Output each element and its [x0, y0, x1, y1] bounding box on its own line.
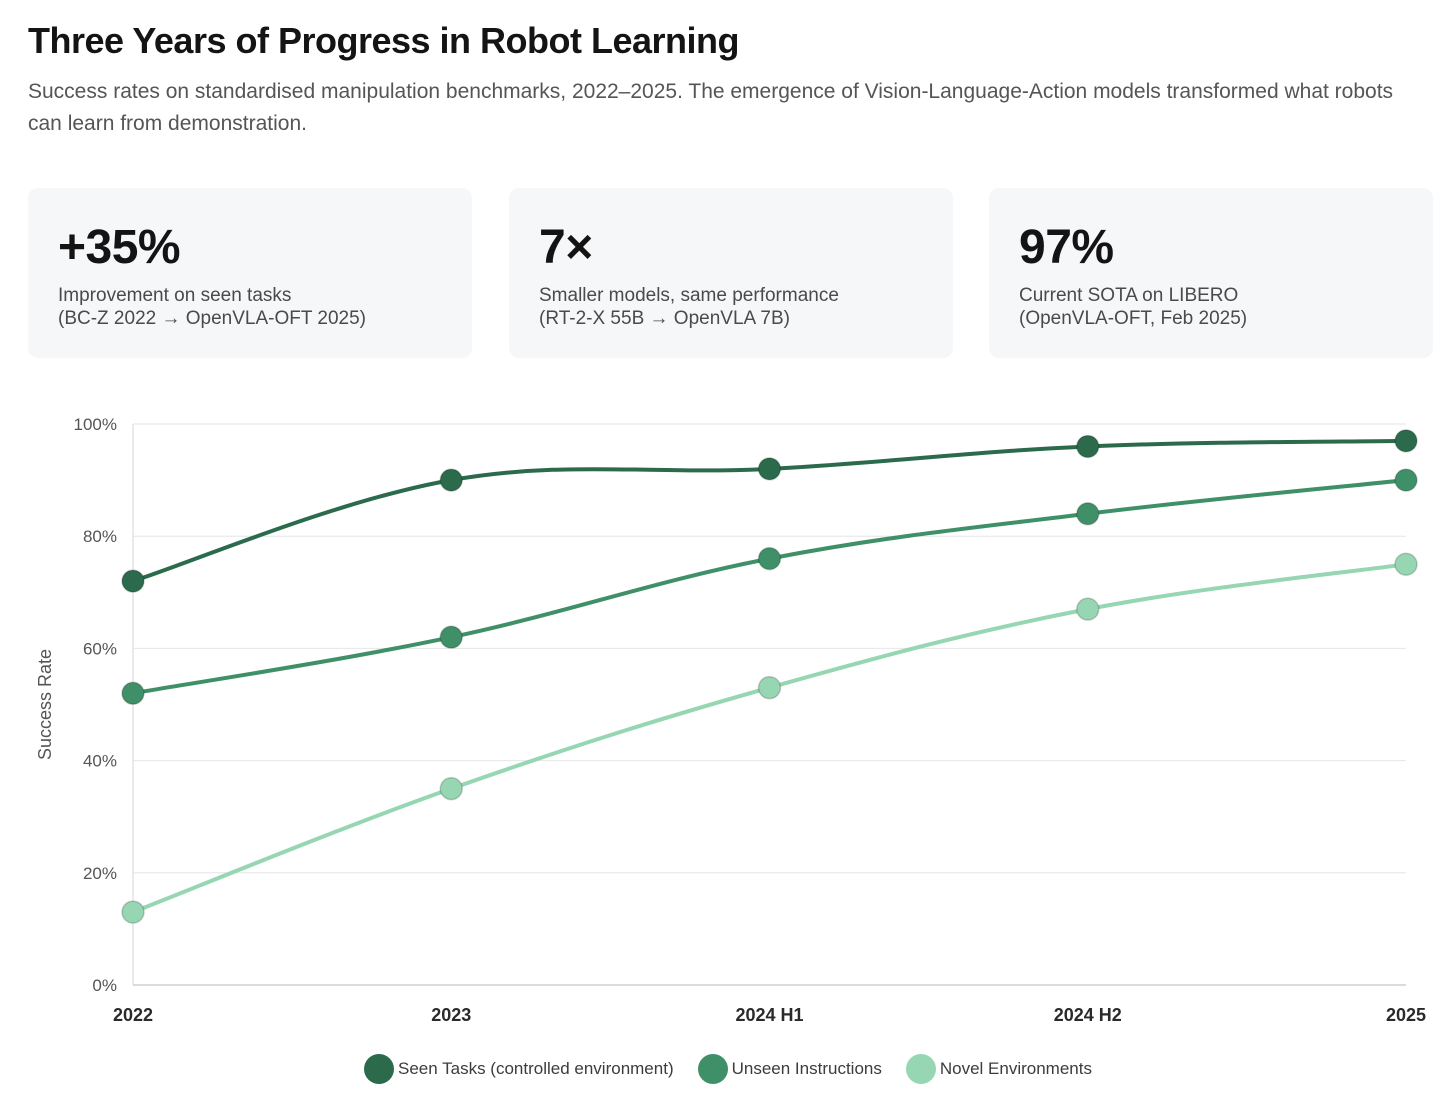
stat-value: 7× [539, 221, 593, 274]
y-tick-label: 60% [83, 639, 117, 658]
chart-legend: Seen Tasks (controlled environment) Unsee… [0, 1054, 1456, 1084]
stat-value: +35% [58, 221, 181, 274]
stat-note: (OpenVLA-OFT, Feb 2025) [1019, 308, 1248, 329]
stat-label: Improvement on seen tasks [58, 285, 292, 306]
x-tick-label: 2022 [113, 1005, 153, 1025]
legend-label: Novel Environments [939, 1059, 1092, 1078]
chart-gridlines [133, 423, 1406, 874]
data-point-novel-environments [757, 675, 782, 700]
y-axis-title: Success Rate [35, 649, 55, 760]
success-rate-line-chart: 0% 20% 40% 60% 80% 100% 2022 2023 2024 H1 2024 H2… [35, 415, 1426, 1025]
data-point-novel-environments [1076, 597, 1100, 621]
legend-item-novel-environments: Novel Environments [905, 1054, 1092, 1084]
data-point-unseen-instructions [439, 625, 463, 649]
x-tick-label: 2023 [431, 1005, 471, 1025]
chart-points [121, 429, 1418, 924]
stat-card-improvement: +35% Improvement on seen tasks (BC-Z 202… [28, 188, 472, 358]
legend-item-unseen-instructions: Unseen Instructions [697, 1054, 882, 1084]
data-point-seen-tasks [757, 457, 782, 481]
data-point-unseen-instructions [121, 681, 145, 706]
data-point-seen-tasks [439, 468, 463, 492]
stat-note: (RT-2-X 55B → OpenVLA 7B) [539, 308, 790, 329]
data-point-novel-environments [439, 776, 463, 801]
page-subtitle: Success rates on standardised manipulati… [28, 80, 1394, 135]
stat-value: 97% [1019, 221, 1114, 274]
data-point-seen-tasks [1076, 434, 1100, 459]
legend-swatch [364, 1054, 394, 1084]
legend-swatch [905, 1054, 936, 1084]
page-title: Three Years of Progress in Robot Learnin… [28, 20, 740, 61]
y-tick-label: 40% [83, 752, 117, 771]
series-line-novel-environments [131, 562, 1408, 915]
stat-note: (BC-Z 2022 → OpenVLA-OFT 2025) [58, 308, 366, 329]
stat-label: Smaller models, same performance [539, 285, 839, 306]
data-point-seen-tasks [1394, 429, 1418, 453]
data-point-novel-environments [1394, 552, 1418, 576]
y-tick-label: 100% [74, 415, 117, 434]
data-point-seen-tasks [121, 569, 145, 593]
x-tick-label: 2024 H2 [1054, 1005, 1122, 1025]
stat-card-model-size: 7× Smaller models, same performance (RT-… [509, 188, 953, 358]
chart-axes [132, 424, 1406, 986]
legend-label: Unseen Instructions [731, 1059, 882, 1078]
data-point-unseen-instructions [757, 546, 782, 571]
legend-label: Seen Tasks (controlled environment) [398, 1059, 674, 1078]
chart-tick-labels: 0% 20% 40% 60% 80% 100% 2022 2023 2024 H1 2024 H2… [35, 415, 1426, 1025]
y-tick-label: 0% [92, 976, 117, 995]
y-tick-label: 20% [83, 864, 117, 883]
data-point-novel-environments [121, 900, 145, 924]
stat-label: Current SOTA on LIBERO [1019, 285, 1239, 306]
x-tick-label: 2025 [1386, 1005, 1426, 1025]
legend-item-seen-tasks: Seen Tasks (controlled environment) [364, 1054, 674, 1084]
legend-swatch [697, 1054, 728, 1084]
stat-card-sota: 97% Current SOTA on LIBERO (OpenVLA-OFT,… [989, 188, 1433, 358]
y-tick-label: 80% [83, 527, 117, 546]
data-point-unseen-instructions [1076, 502, 1100, 526]
x-tick-label: 2024 H1 [735, 1005, 803, 1025]
data-point-unseen-instructions [1394, 468, 1418, 492]
